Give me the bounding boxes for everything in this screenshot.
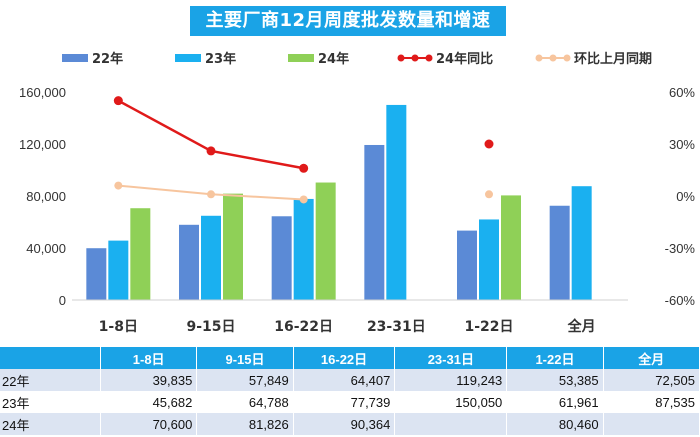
bar-22年 xyxy=(86,248,107,300)
y-left-tick-label: 80,000 xyxy=(26,189,66,204)
data-table: 1-8日 9-15日 16-22日 23-31日 1-22日 全月 22年 39… xyxy=(0,347,700,435)
row-label: 22年 xyxy=(0,369,101,391)
line-segment-环比上月同期 xyxy=(118,184,212,196)
point-环比上月同期 xyxy=(485,190,493,199)
table-row: 24年 70,600 81,826 90,364 80,460 xyxy=(0,413,700,435)
table-header-cell: 9-15日 xyxy=(196,347,294,369)
x-tick-label: 9-15日 xyxy=(186,319,235,335)
legend-marker-环比上月同期 xyxy=(549,54,557,62)
bar-22年 xyxy=(457,230,477,300)
legend-marker-24年同比 xyxy=(411,54,419,62)
point-环比上月同期 xyxy=(299,195,308,204)
bar-23年 xyxy=(108,240,129,300)
legend-swatch-22年 xyxy=(62,54,88,62)
y-left-tick-label: 40,000 xyxy=(26,241,66,256)
y-right-tick-label: -60% xyxy=(665,293,696,308)
table-cell: 150,050 xyxy=(394,391,508,413)
table-cell xyxy=(603,413,700,435)
point-24年同比 xyxy=(299,163,309,173)
table-cell: 61,961 xyxy=(506,391,604,413)
x-tick-label: 1-22日 xyxy=(464,319,513,335)
bar-24年 xyxy=(223,193,243,300)
bar-22年 xyxy=(364,144,385,300)
table-cell: 53,385 xyxy=(506,369,604,391)
bar-22年 xyxy=(179,224,199,300)
legend-marker-24年同比 xyxy=(425,54,433,62)
table-header-cell: 16-22日 xyxy=(293,347,396,369)
table-cell: 72,505 xyxy=(603,369,700,391)
table-row: 23年 45,682 64,788 77,739 150,050 61,961 … xyxy=(0,391,700,413)
table-cell: 39,835 xyxy=(100,369,198,391)
x-tick-label: 1-8日 xyxy=(99,319,138,335)
line-segment-24年同比 xyxy=(210,149,304,170)
point-24年同比 xyxy=(484,139,494,149)
bar-24年 xyxy=(315,182,336,300)
table-cell: 80,460 xyxy=(506,413,604,435)
table-header-cell: 23-31日 xyxy=(394,347,508,369)
table-header-row: 1-8日 9-15日 16-22日 23-31日 1-22日 全月 xyxy=(0,347,700,369)
bar-23年 xyxy=(201,215,221,300)
chart: 0 40,000 80,000 120,000 160,000 -60% -30% 0% 30%… xyxy=(19,51,696,335)
y-right-tick-label: 60% xyxy=(669,85,695,100)
table-header-cell: 1-8日 xyxy=(100,347,198,369)
table-cell: 70,600 xyxy=(100,413,198,435)
line-segment-24年同比 xyxy=(117,99,212,153)
bar-23年 xyxy=(386,104,407,300)
bar-22年 xyxy=(271,216,292,300)
table-row: 22年 39,835 57,849 64,407 119,243 53,385 … xyxy=(0,369,700,391)
legend-marker-环比上月同期 xyxy=(563,54,571,62)
table-header-cell: 全月 xyxy=(603,347,700,369)
point-24年同比 xyxy=(113,96,123,106)
row-label: 23年 xyxy=(0,391,101,413)
legend-label: 环比上月同期 xyxy=(574,51,652,67)
y-right-tick-label: 30% xyxy=(669,137,695,152)
bar-23年 xyxy=(479,219,499,300)
legend-label: 23年 xyxy=(205,51,236,67)
table-cell xyxy=(394,413,508,435)
table-cell: 77,739 xyxy=(293,391,396,413)
row-label: 24年 xyxy=(0,413,101,435)
table-cell: 87,535 xyxy=(603,391,700,413)
legend-marker-24年同比 xyxy=(397,54,405,62)
y-right-tick-label: -30% xyxy=(665,241,696,256)
legend-marker-环比上月同期 xyxy=(535,54,543,62)
x-tick-label: 16-22日 xyxy=(274,319,333,335)
legend-swatch-24年 xyxy=(288,54,314,62)
y-right-tick-label: 0% xyxy=(676,189,695,204)
line-segment-环比上月同期 xyxy=(210,193,304,201)
chart-title: 主要厂商12月周度批发数量和增速 xyxy=(190,6,506,36)
table-cell: 64,407 xyxy=(293,369,396,391)
y-left-tick-label: 160,000 xyxy=(19,85,66,100)
table-cell: 90,364 xyxy=(293,413,396,435)
legend-swatch-23年 xyxy=(175,54,201,62)
table-cell: 81,826 xyxy=(196,413,294,435)
bar-23年 xyxy=(293,198,314,300)
point-环比上月同期 xyxy=(207,190,215,199)
y-left-tick-label: 120,000 xyxy=(19,137,66,152)
bar-22年 xyxy=(549,205,570,300)
legend-label: 24年同比 xyxy=(436,51,493,67)
bar-23年 xyxy=(571,186,592,300)
legend-label: 24年 xyxy=(318,51,349,67)
table-header-cell xyxy=(0,347,101,369)
y-left-tick-label: 0 xyxy=(59,293,66,308)
point-环比上月同期 xyxy=(114,181,123,190)
table-cell: 119,243 xyxy=(394,369,508,391)
x-tick-label: 全月 xyxy=(567,318,596,335)
table-cell: 45,682 xyxy=(100,391,198,413)
table-cell: 64,788 xyxy=(196,391,294,413)
table-cell: 57,849 xyxy=(196,369,294,391)
bar-24年 xyxy=(130,208,151,300)
table-header-cell: 1-22日 xyxy=(506,347,604,369)
x-tick-label: 23-31日 xyxy=(367,319,426,335)
bar-24年 xyxy=(501,195,521,300)
point-24年同比 xyxy=(206,146,216,156)
legend-label: 22年 xyxy=(92,51,123,67)
